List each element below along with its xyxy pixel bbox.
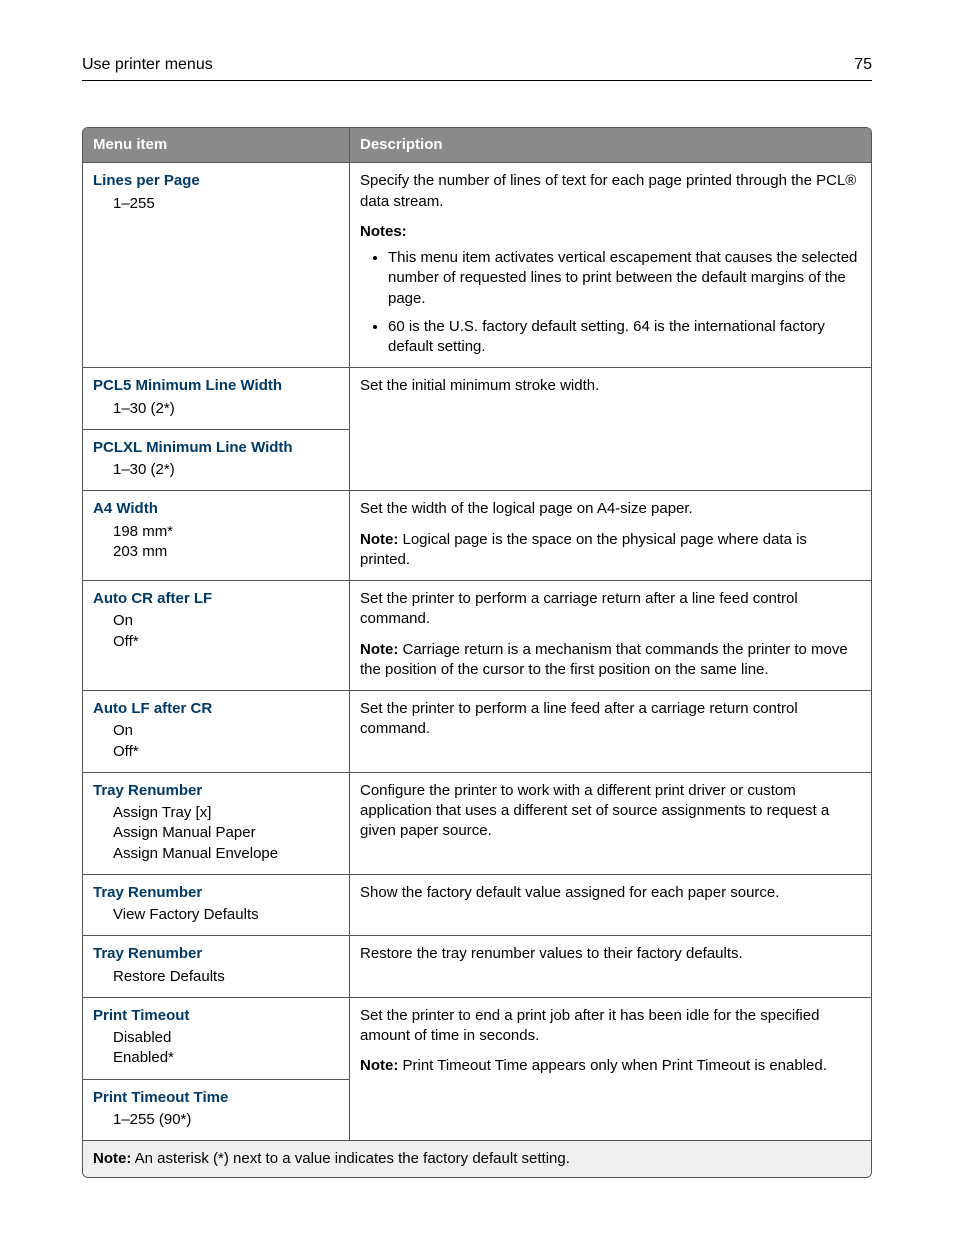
- menu-item-title: Print Timeout Time: [93, 1088, 339, 1108]
- description-cell: Set the width of the logical page on A4‑…: [349, 491, 871, 581]
- menu-item-title: PCL5 Minimum Line Width: [93, 376, 339, 396]
- menu-item-option: Assign Manual Envelope: [93, 844, 339, 864]
- description-text: Set the printer to perform a line feed a…: [360, 699, 861, 740]
- menu-item-cell: Print Timeout Disabled Enabled*: [83, 998, 349, 1080]
- menu-item-title: Auto CR after LF: [93, 589, 339, 609]
- menu-item-cell: A4 Width 198 mm* 203 mm: [83, 491, 349, 581]
- menu-item-option: 1–30 (2*): [93, 399, 339, 419]
- menu-item-option: 1–255: [93, 194, 339, 214]
- table-row: PCL5 Minimum Line Width 1–30 (2*) Set th…: [83, 368, 871, 430]
- footnote-row: Note: An asterisk (*) next to a value in…: [83, 1141, 871, 1177]
- menu-item-cell: Tray Renumber Restore Defaults: [83, 936, 349, 998]
- menu-item-title: A4 Width: [93, 499, 339, 519]
- header-title: Use printer menus: [82, 56, 213, 74]
- note-label: Note:: [360, 641, 398, 658]
- menu-item-cell: Tray Renumber View Factory Defaults: [83, 875, 349, 937]
- menu-item-title: PCLXL Minimum Line Width: [93, 438, 339, 458]
- note-paragraph: Note: Logical page is the space on the p…: [360, 530, 861, 571]
- menu-item-title: Lines per Page: [93, 171, 339, 191]
- menu-item-cell: PCL5 Minimum Line Width 1–30 (2*): [83, 368, 349, 430]
- table-row: Auto CR after LF On Off* Set the printer…: [83, 581, 871, 691]
- menu-item-title: Print Timeout: [93, 1006, 339, 1026]
- menu-item-title: Auto LF after CR: [93, 699, 339, 719]
- menu-item-option: Off*: [93, 742, 339, 762]
- description-text: Set the printer to end a print job after…: [360, 1006, 861, 1047]
- note-bullet: This menu item activates vertical escape…: [388, 248, 861, 309]
- table-row: Lines per Page 1–255 Specify the number …: [83, 163, 871, 368]
- menu-item-option: Disabled: [93, 1028, 339, 1048]
- menu-item-title: Tray Renumber: [93, 781, 339, 801]
- description-cell: Show the factory default value assigned …: [349, 875, 871, 937]
- table-row: Tray Renumber Assign Tray [x] Assign Man…: [83, 773, 871, 875]
- footnote-label: Note:: [93, 1150, 131, 1167]
- table-header-row: Menu item Description: [83, 128, 871, 163]
- note-text: Carriage return is a mechanism that comm…: [360, 641, 848, 678]
- menu-item-option: 203 mm: [93, 542, 339, 562]
- col-header-description: Description: [349, 128, 871, 163]
- menu-item-title: Tray Renumber: [93, 944, 339, 964]
- menu-item-cell: Lines per Page 1–255: [83, 163, 349, 368]
- page-header: Use printer menus 75: [82, 56, 872, 81]
- col-header-menu-item: Menu item: [83, 128, 349, 163]
- table-row: Print Timeout Disabled Enabled* Set the …: [83, 998, 871, 1080]
- description-cell: Specify the number of lines of text for …: [349, 163, 871, 368]
- description-text: Restore the tray renumber values to thei…: [360, 944, 861, 964]
- menu-item-option: Assign Manual Paper: [93, 823, 339, 843]
- description-cell: Set the printer to perform a carriage re…: [349, 581, 871, 691]
- menu-item-option: Off*: [93, 632, 339, 652]
- notes-list: This menu item activates vertical escape…: [360, 248, 861, 357]
- table-row: Tray Renumber Restore Defaults Restore t…: [83, 936, 871, 998]
- table-row: A4 Width 198 mm* 203 mm Set the width of…: [83, 491, 871, 581]
- description-text: Set the width of the logical page on A4‑…: [360, 499, 861, 519]
- menu-item-option: Enabled*: [93, 1048, 339, 1068]
- document-page: Use printer menus 75 Menu item Descripti…: [0, 0, 954, 1238]
- menu-item-option: View Factory Defaults: [93, 905, 339, 925]
- menu-item-cell: Auto LF after CR On Off*: [83, 691, 349, 773]
- description-text: Set the printer to perform a carriage re…: [360, 589, 861, 630]
- description-text: Set the initial minimum stroke width.: [360, 376, 861, 396]
- notes-label: Notes:: [360, 222, 861, 242]
- page-number: 75: [854, 56, 872, 74]
- menu-item-cell: Tray Renumber Assign Tray [x] Assign Man…: [83, 773, 349, 875]
- menu-item-title: Tray Renumber: [93, 883, 339, 903]
- note-paragraph: Note: Print Timeout Time appears only wh…: [360, 1056, 861, 1076]
- description-text: Show the factory default value assigned …: [360, 883, 861, 903]
- menu-item-option: On: [93, 721, 339, 741]
- note-label: Note:: [360, 531, 398, 548]
- description-text: Specify the number of lines of text for …: [360, 171, 861, 212]
- note-bullet: 60 is the U.S. factory default setting. …: [388, 317, 861, 358]
- description-cell: Configure the printer to work with a dif…: [349, 773, 871, 875]
- menu-item-cell: Print Timeout Time 1–255 (90*): [83, 1080, 349, 1142]
- footnote-cell: Note: An asterisk (*) next to a value in…: [83, 1141, 871, 1177]
- table-row: Auto LF after CR On Off* Set the printer…: [83, 691, 871, 773]
- menu-table: Menu item Description Lines per Page 1–2…: [82, 127, 872, 1178]
- description-cell: Set the printer to end a print job after…: [349, 998, 871, 1141]
- note-text: Logical page is the space on the physica…: [360, 531, 807, 568]
- menu-item-cell: Auto CR after LF On Off*: [83, 581, 349, 691]
- note-text: Print Timeout Time appears only when Pri…: [398, 1057, 827, 1074]
- description-cell: Set the printer to perform a line feed a…: [349, 691, 871, 773]
- menu-item-option: Assign Tray [x]: [93, 803, 339, 823]
- note-paragraph: Note: Carriage return is a mechanism tha…: [360, 640, 861, 681]
- table-row: Tray Renumber View Factory Defaults Show…: [83, 875, 871, 937]
- menu-item-option: 1–255 (90*): [93, 1110, 339, 1130]
- menu-item-cell: PCLXL Minimum Line Width 1–30 (2*): [83, 430, 349, 492]
- note-label: Note:: [360, 1057, 398, 1074]
- menu-item-option: 198 mm*: [93, 522, 339, 542]
- description-text: Configure the printer to work with a dif…: [360, 781, 861, 842]
- description-cell: Set the initial minimum stroke width.: [349, 368, 871, 491]
- menu-item-option: Restore Defaults: [93, 967, 339, 987]
- menu-item-option: 1–30 (2*): [93, 460, 339, 480]
- description-cell: Restore the tray renumber values to thei…: [349, 936, 871, 998]
- footnote-text: An asterisk (*) next to a value indicate…: [131, 1150, 570, 1167]
- menu-item-option: On: [93, 611, 339, 631]
